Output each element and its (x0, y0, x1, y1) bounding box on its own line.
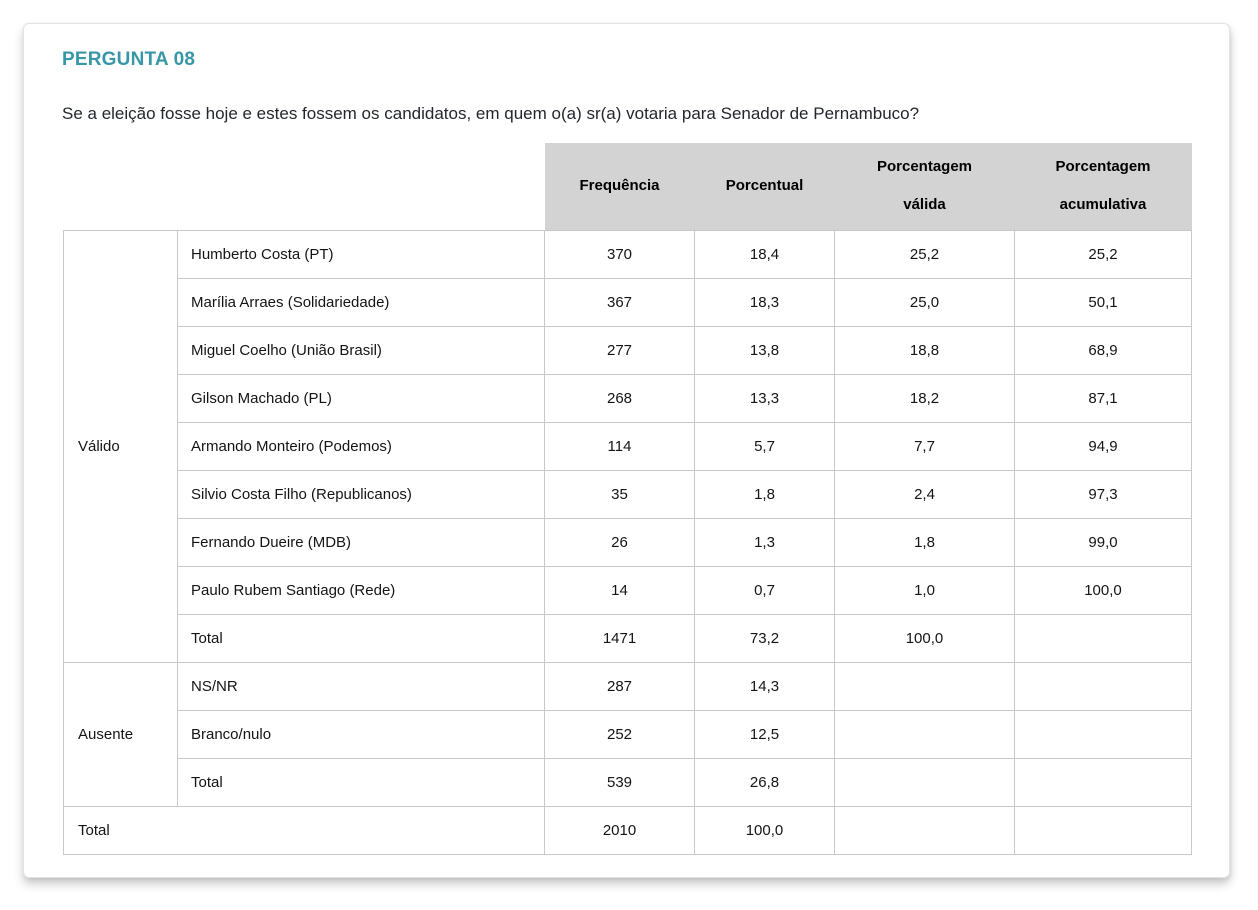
row-label: Paulo Rubem Santiago (Rede) (177, 565, 545, 615)
cell-value: 114 (544, 421, 695, 471)
cell-value: 277 (544, 325, 695, 375)
cell-value: 26 (544, 517, 695, 567)
cell-value: 35 (544, 469, 695, 519)
cell-value: 0,7 (694, 565, 835, 615)
cell-value: 367 (544, 277, 695, 327)
cell-value: 12,5 (694, 709, 835, 759)
cell-value: 97,3 (1014, 469, 1192, 519)
column-header: Porcentagem acumulativa (1014, 143, 1192, 230)
cell-value (834, 661, 1015, 711)
cell-value: 25,2 (1014, 229, 1192, 279)
cell-value: 370 (544, 229, 695, 279)
report-card: PERGUNTA 08 Se a eleição fosse hoje e es… (23, 23, 1230, 878)
row-label: Silvio Costa Filho (Republicanos) (177, 469, 545, 519)
frequency-table: Frequência Porcentual Porcentagem válida Po… (63, 143, 1192, 855)
table-row: Fernando Dueire (MDB) 26 1,3 1,8 99,0 (64, 517, 1192, 567)
page-title: PERGUNTA 08 (62, 49, 196, 70)
question-text: Se a eleição fosse hoje e estes fossem o… (62, 104, 920, 123)
table-row: Armando Monteiro (Podemos) 114 5,7 7,7 94,9 (64, 421, 1192, 471)
cell-value: 18,3 (694, 277, 835, 327)
cell-value: 87,1 (1014, 373, 1192, 423)
cell-value: 99,0 (1014, 517, 1192, 567)
cell-value (1014, 661, 1192, 711)
cell-value: 100,0 (694, 805, 835, 855)
cell-value: 13,8 (694, 325, 835, 375)
cell-value: 14,3 (694, 661, 835, 711)
row-label: Marília Arraes (Solidariedade) (177, 277, 545, 327)
row-label: Fernando Dueire (MDB) (177, 517, 545, 567)
cell-value: 18,2 (834, 373, 1015, 423)
row-label: Armando Monteiro (Podemos) (177, 421, 545, 471)
column-header: Porcentagem válida (834, 143, 1015, 230)
cell-value: 539 (544, 757, 695, 807)
cell-value: 13,3 (694, 373, 835, 423)
column-header: Frequência (544, 143, 695, 230)
column-header: Porcentual (694, 143, 835, 230)
cell-value (834, 709, 1015, 759)
cell-value (1014, 613, 1192, 663)
cell-value: 1,0 (834, 565, 1015, 615)
cell-value: 26,8 (694, 757, 835, 807)
cell-value: 7,7 (834, 421, 1015, 471)
row-group-label: Válido (63, 229, 178, 663)
table-row: Marília Arraes (Solidariedade) 367 18,3 25,… (64, 277, 1192, 327)
cell-value: 18,8 (834, 325, 1015, 375)
table-row: Total 1471 73,2 100,0 (64, 613, 1192, 663)
table-row: Válido Humberto Costa (PT) 370 18,4 25,2 25,2 (63, 229, 1192, 663)
cell-value (834, 805, 1015, 855)
table-row: Paulo Rubem Santiago (Rede) 14 0,7 1,0 100,0 (64, 565, 1192, 615)
cell-value: 18,4 (694, 229, 835, 279)
cell-value: 252 (544, 709, 695, 759)
cell-value: 5,7 (694, 421, 835, 471)
table-header-row: Frequência Porcentual Porcentagem válida Po… (64, 143, 1192, 230)
cell-value: 1,3 (694, 517, 835, 567)
table-row: Ausente NS/NR 287 14,3 (63, 661, 1192, 807)
table-row: Total 539 26,8 (64, 757, 1192, 807)
cell-value: 14 (544, 565, 695, 615)
grand-total-label: Total (63, 805, 545, 855)
cell-value: 2010 (544, 805, 695, 855)
row-group-label: Ausente (63, 661, 178, 807)
table-body: Válido Humberto Costa (PT) 370 18,4 25,2 25,2… (63, 229, 1192, 855)
table-row: Gilson Machado (PL) 268 13,3 18,2 87,1 (64, 373, 1192, 423)
cell-value (834, 757, 1015, 807)
cell-value: 100,0 (834, 613, 1015, 663)
cell-value: 68,9 (1014, 325, 1192, 375)
cell-value: 73,2 (694, 613, 835, 663)
table-row: Branco/nulo 252 12,5 (64, 709, 1192, 759)
row-label: NS/NR (177, 661, 545, 711)
cell-value: 25,0 (834, 277, 1015, 327)
cell-value: 1471 (544, 613, 695, 663)
header-spacer (64, 143, 545, 230)
row-label: Total (177, 613, 545, 663)
cell-value: 25,2 (834, 229, 1015, 279)
table-row: Silvio Costa Filho (Republicanos) 35 1,8 2,… (64, 469, 1192, 519)
cell-value: 287 (544, 661, 695, 711)
row-label: Gilson Machado (PL) (177, 373, 545, 423)
table-row: Miguel Coelho (União Brasil) 277 13,8 18,8 6… (64, 325, 1192, 375)
row-label: Humberto Costa (PT) (177, 229, 545, 279)
cell-value: 2,4 (834, 469, 1015, 519)
cell-value: 100,0 (1014, 565, 1192, 615)
cell-value (1014, 757, 1192, 807)
cell-value (1014, 805, 1192, 855)
row-label: Total (177, 757, 545, 807)
cell-value: 268 (544, 373, 695, 423)
cell-value: 50,1 (1014, 277, 1192, 327)
row-label: Branco/nulo (177, 709, 545, 759)
cell-value: 1,8 (834, 517, 1015, 567)
row-label: Miguel Coelho (União Brasil) (177, 325, 545, 375)
cell-value: 1,8 (694, 469, 835, 519)
cell-value: 94,9 (1014, 421, 1192, 471)
grand-total-row: Total 2010 100,0 (63, 805, 1192, 855)
cell-value (1014, 709, 1192, 759)
